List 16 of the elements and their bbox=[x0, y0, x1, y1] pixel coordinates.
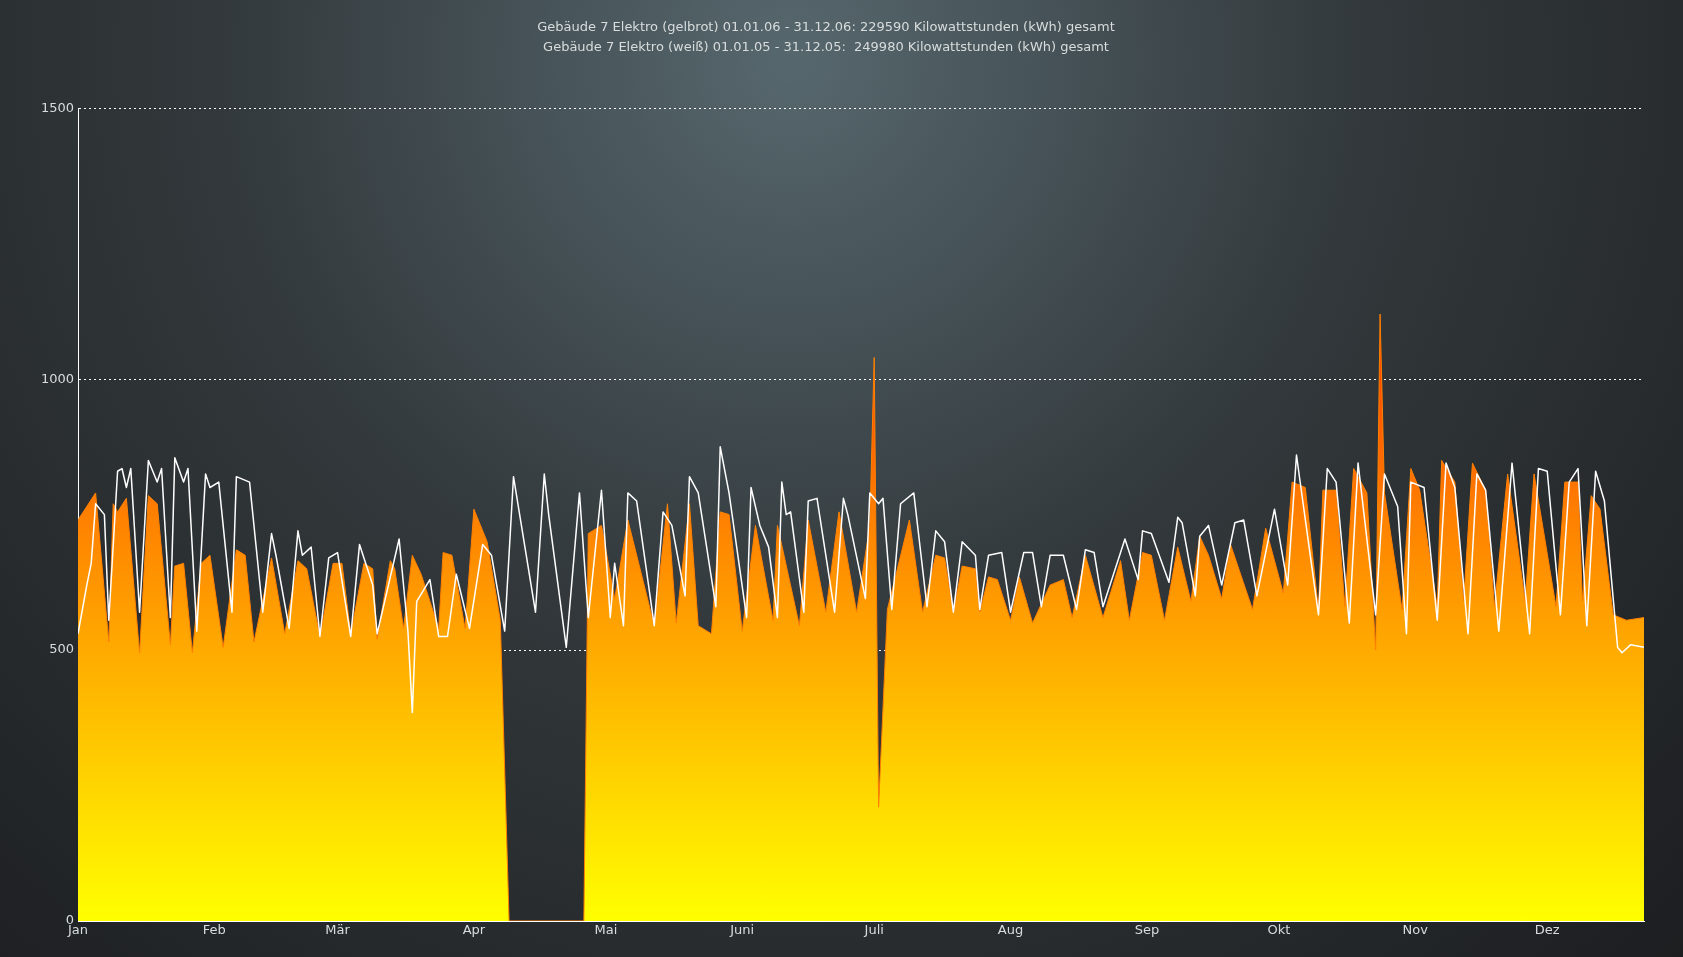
x-tick-label: Juni bbox=[729, 922, 755, 938]
x-tick-label: Nov bbox=[1402, 922, 1429, 938]
x-tick-label: Mär bbox=[325, 922, 351, 938]
chart-subtitle: Gebäude 7 Elektro (weiß) 01.01.05 - 31.12.05: 249980 Kilowattstunden (kWh) gesamt bbox=[543, 38, 1109, 54]
x-tick-label: Apr bbox=[462, 922, 486, 938]
chart-title: Gebäude 7 Elektro (gelbrot) 01.01.06 - 31.12.06: 229590 Kilowattstunden (kWh) gesamt bbox=[537, 19, 1115, 35]
y-tick-label: 500 bbox=[49, 641, 74, 657]
y-tick-label: 1500 bbox=[40, 99, 74, 115]
x-tick-label: Mai bbox=[594, 922, 618, 938]
x-tick-label: Okt bbox=[1267, 922, 1291, 938]
x-tick-label: Aug bbox=[997, 922, 1024, 938]
y-tick-label: 1000 bbox=[40, 370, 74, 386]
x-tick-label: Feb bbox=[202, 922, 226, 938]
x-tick-label: Dez bbox=[1534, 922, 1560, 938]
x-tick-label: Sep bbox=[1134, 922, 1160, 938]
x-tick-label: Juli bbox=[863, 922, 884, 938]
